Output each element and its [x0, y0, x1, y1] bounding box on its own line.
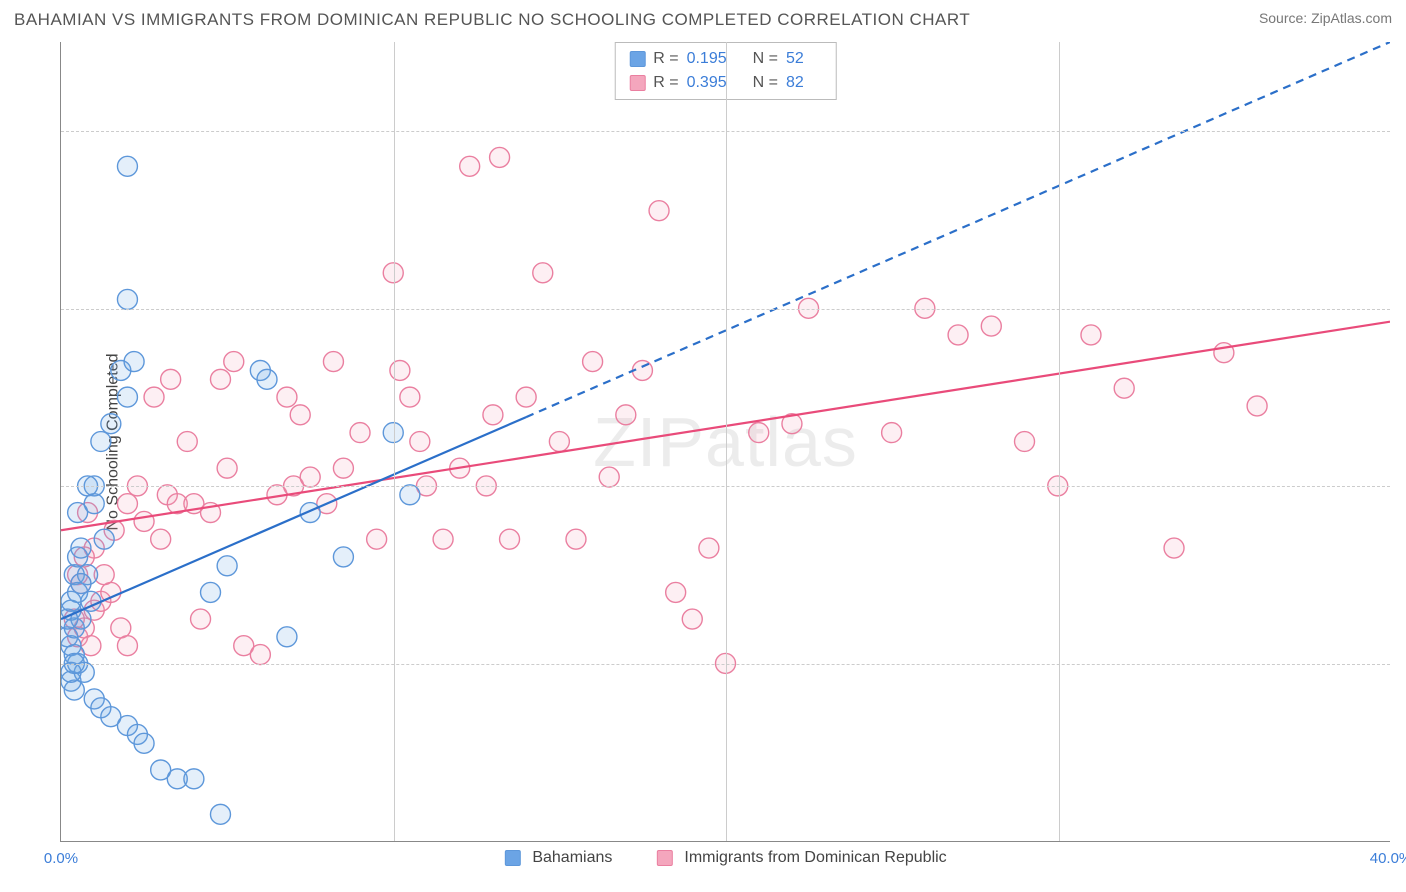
- plot-area: No Schooling Completed ZIPatlas R = 0.19…: [60, 42, 1390, 842]
- gridline-v: [1059, 42, 1060, 841]
- source-attribution: Source: ZipAtlas.com: [1259, 10, 1392, 26]
- legend-label-blue: Bahamians: [532, 849, 612, 867]
- x-tick-label: 40.0%: [1370, 850, 1406, 867]
- bottom-legend: Bahamians Immigrants from Dominican Repu…: [504, 849, 946, 867]
- chart-title: BAHAMIAN VS IMMIGRANTS FROM DOMINICAN RE…: [14, 10, 970, 30]
- r-value-pink: 0.395: [687, 71, 727, 95]
- gridline-v: [726, 42, 727, 841]
- legend-swatch-pink: [656, 850, 672, 866]
- gridline-v: [394, 42, 395, 841]
- r-label: R =: [653, 71, 678, 95]
- n-label: N =: [753, 47, 778, 71]
- x-tick-label: 0.0%: [44, 850, 78, 867]
- swatch-pink: [629, 75, 645, 91]
- r-value-blue: 0.195: [687, 47, 727, 71]
- legend-swatch-blue: [504, 850, 520, 866]
- swatch-blue: [629, 51, 645, 67]
- legend-label-pink: Immigrants from Dominican Republic: [684, 849, 946, 867]
- n-value-pink: 82: [786, 71, 804, 95]
- n-value-blue: 52: [786, 47, 804, 71]
- n-label: N =: [753, 71, 778, 95]
- r-label: R =: [653, 47, 678, 71]
